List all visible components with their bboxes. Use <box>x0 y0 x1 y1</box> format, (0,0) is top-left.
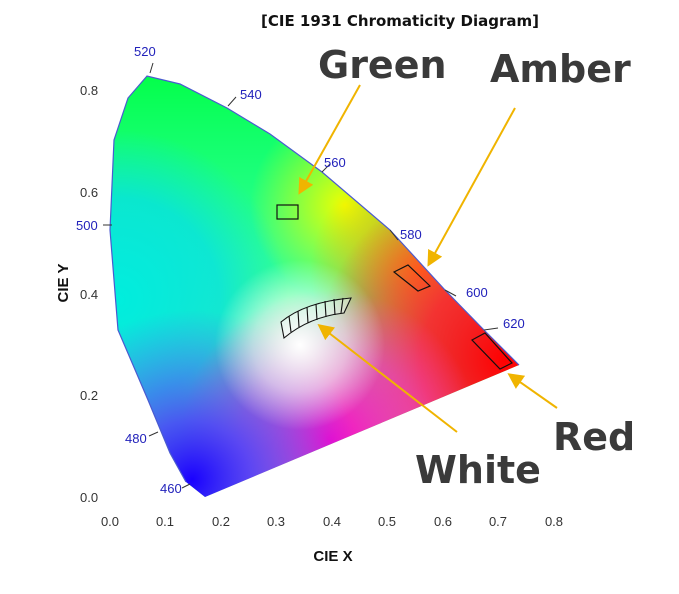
y-tick-2: 0.4 <box>80 287 98 302</box>
wavelength-600: 600 <box>466 285 488 300</box>
wavelength-560: 560 <box>324 155 346 170</box>
x-tick-2: 0.2 <box>212 514 230 529</box>
spectral-locus-outline <box>109 75 520 483</box>
amber-callout-arrow <box>427 107 516 267</box>
x-axis-ticks: 0.0 0.1 0.2 0.3 0.4 0.5 0.6 0.7 0.8 <box>101 514 563 529</box>
y-tick-3: 0.6 <box>80 185 98 200</box>
x-tick-5: 0.5 <box>378 514 396 529</box>
callout-arrows <box>298 84 558 433</box>
y-tick-0: 0.0 <box>80 490 98 505</box>
red-bin-region <box>471 332 513 370</box>
red-callout-arrow <box>507 373 558 409</box>
x-tick-4: 0.4 <box>323 514 341 529</box>
x-axis-label: CIE X <box>313 548 352 565</box>
y-axis-label: CIE Y <box>55 264 72 303</box>
diagram-title: [CIE 1931 Chromaticity Diagram] <box>261 12 539 30</box>
white-bin-region <box>280 297 352 340</box>
wavelength-540: 540 <box>240 87 262 102</box>
amber-callout-label: Amber <box>490 47 631 91</box>
wavelength-520: 520 <box>134 44 156 59</box>
y-tick-1: 0.2 <box>80 388 98 403</box>
x-tick-8: 0.8 <box>545 514 563 529</box>
wavelength-460: 460 <box>160 481 182 496</box>
x-tick-6: 0.6 <box>434 514 452 529</box>
green-bin-region <box>276 204 299 220</box>
green-callout-label: Green <box>318 43 447 87</box>
green-callout-arrow <box>298 84 361 195</box>
x-tick-3: 0.3 <box>267 514 285 529</box>
x-tick-7: 0.7 <box>489 514 507 529</box>
wavelength-labels: 520 540 560 580 600 620 500 480 460 <box>76 44 525 496</box>
white-callout-arrow <box>317 324 458 433</box>
wavelength-tick-marks <box>103 62 499 489</box>
wavelength-580: 580 <box>400 227 422 242</box>
y-axis-ticks: 0.0 0.2 0.4 0.6 0.8 <box>80 83 98 505</box>
wavelength-620: 620 <box>503 316 525 331</box>
x-tick-0: 0.0 <box>101 514 119 529</box>
white-callout-label: White <box>415 448 541 492</box>
x-tick-1: 0.1 <box>156 514 174 529</box>
amber-bin-region <box>392 264 432 292</box>
y-tick-4: 0.8 <box>80 83 98 98</box>
wavelength-500: 500 <box>76 218 98 233</box>
wavelength-480: 480 <box>125 431 147 446</box>
red-callout-label: Red <box>553 415 635 459</box>
